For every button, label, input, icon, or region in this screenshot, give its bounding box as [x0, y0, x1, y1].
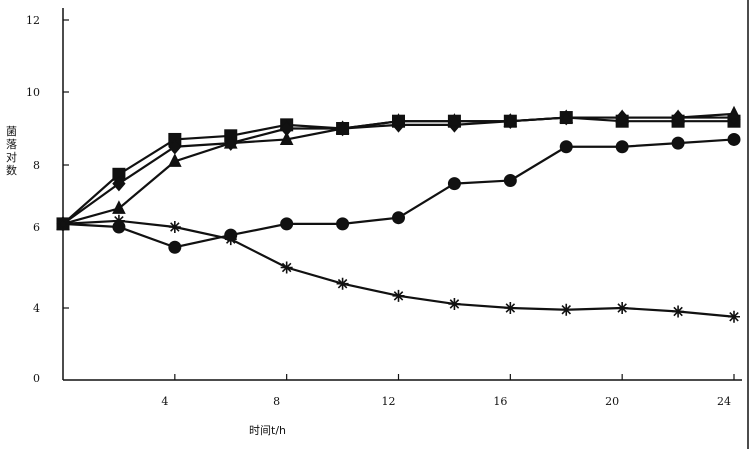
data-point-star — [224, 233, 237, 246]
data-point-star — [57, 217, 69, 230]
x-tick-label: 20 — [605, 395, 619, 408]
data-point-diamond — [112, 175, 126, 192]
data-point-star — [336, 277, 349, 290]
x-tick-label: 12 — [382, 395, 396, 408]
x-ticks: 4 8 12 16 20 24 — [161, 374, 735, 408]
axes — [62, 0, 749, 449]
x-axis-label: 时间t/h — [249, 424, 286, 437]
y-tick-label: 12 — [26, 14, 40, 27]
data-point-star — [168, 221, 181, 233]
data-point-star — [280, 261, 293, 274]
series-line-circle — [62, 138, 735, 249]
data-point-triangle — [279, 131, 294, 145]
x-tick-label: 4 — [161, 395, 168, 408]
y-axis-label: 菌落对数 — [6, 125, 17, 177]
y-tick-label: 0 — [33, 372, 40, 385]
data-point-circle — [615, 140, 629, 154]
data-point-triangle — [335, 120, 350, 134]
data-point-star — [392, 289, 405, 302]
y-tick-label: 10 — [26, 86, 40, 99]
data-point-circle — [727, 132, 741, 146]
data-point-triangle — [559, 109, 574, 124]
data-point-triangle — [447, 113, 462, 127]
data-point-star — [560, 303, 573, 316]
data-point-star — [616, 302, 629, 314]
data-point-circle — [392, 211, 405, 225]
series-circle — [56, 132, 741, 254]
data-point-circle — [280, 217, 294, 231]
series-layer — [56, 105, 741, 323]
data-point-circle — [168, 240, 182, 254]
y-tick-label: 8 — [33, 159, 40, 172]
data-point-triangle — [223, 134, 238, 149]
data-point-star — [504, 302, 517, 314]
y-tick-label: 6 — [33, 221, 40, 234]
data-point-circle — [447, 177, 461, 191]
data-point-triangle — [112, 200, 126, 214]
series-line-star — [62, 219, 735, 318]
data-point-star — [112, 214, 125, 227]
data-point-triangle — [615, 109, 629, 124]
x-tick-label: 8 — [273, 395, 280, 408]
data-point-star — [448, 297, 461, 310]
data-point-circle — [671, 136, 685, 150]
data-point-triangle — [671, 109, 685, 124]
y-tick-label: 4 — [33, 302, 40, 315]
data-point-circle — [503, 174, 517, 187]
data-point-triangle — [503, 113, 518, 127]
data-point-star — [728, 310, 740, 323]
data-point-star — [672, 305, 685, 318]
series-triangle — [56, 105, 741, 230]
data-point-circle — [559, 140, 573, 154]
data-point-circle — [336, 217, 350, 231]
series-star — [57, 214, 740, 323]
x-tick-label: 24 — [717, 395, 731, 408]
data-point-triangle — [168, 153, 182, 167]
data-point-triangle — [727, 105, 741, 120]
x-tick-label: 16 — [493, 395, 507, 408]
data-point-triangle — [391, 113, 406, 127]
